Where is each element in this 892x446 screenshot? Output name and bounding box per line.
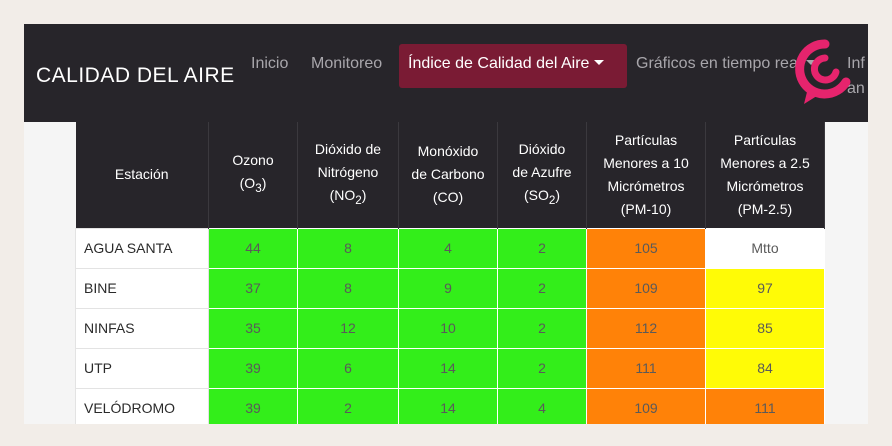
pollutant-value-cell: 12 xyxy=(297,307,399,349)
nav-partial-bottom: an xyxy=(847,80,865,97)
navbar: CALIDAD DEL AIRE Inicio Monitoreo Índice… xyxy=(24,24,868,122)
pollutant-value-cell: 85 xyxy=(705,307,825,349)
pollutant-value-cell: 111 xyxy=(705,387,825,424)
station-name-cell: AGUA SANTA xyxy=(75,227,209,269)
table-header-row: Estación Ozono (O3) Dióxido de Nitrógeno… xyxy=(75,122,825,228)
pollutant-value-cell: 8 xyxy=(297,267,399,309)
air-quality-table: Estación Ozono (O3) Dióxido de Nitrógeno… xyxy=(75,122,825,424)
header-no2: Dióxido de Nitrógeno (NO2) xyxy=(297,122,399,228)
pollutant-value-cell: 2 xyxy=(297,387,399,424)
brand-logo-icon xyxy=(795,39,851,104)
nav-inicio[interactable]: Inicio xyxy=(251,55,289,72)
nav-indice-calidad-aire[interactable]: Índice de Calidad del Aire xyxy=(399,44,627,88)
pollutant-value-cell: 44 xyxy=(208,227,298,269)
pollutant-value-cell: 4 xyxy=(497,387,587,424)
station-name-cell: BINE xyxy=(75,267,209,309)
pollutant-value-cell: 6 xyxy=(297,347,399,389)
pollutant-value-cell: 35 xyxy=(208,307,298,349)
pollutant-value-cell: 39 xyxy=(208,347,298,389)
pollutant-value-cell: 14 xyxy=(398,387,498,424)
nav-partial-top[interactable]: Inf xyxy=(847,55,865,72)
pollutant-value-cell: 105 xyxy=(586,227,706,269)
pollutant-value-cell: 2 xyxy=(497,227,587,269)
nav-monitoreo[interactable]: Monitoreo xyxy=(311,55,383,72)
pollutant-value-cell: 111 xyxy=(586,347,706,389)
pollutant-value-cell: 37 xyxy=(208,267,298,309)
header-ozono: Ozono (O3) xyxy=(208,122,298,228)
pollutant-value-cell: 8 xyxy=(297,227,399,269)
station-name-cell: NINFAS xyxy=(75,307,209,349)
chevron-down-icon xyxy=(594,60,605,65)
table-row: NINFAS 35 12 10 2 112 85 xyxy=(75,307,825,349)
site-brand[interactable]: CALIDAD DEL AIRE xyxy=(36,64,235,87)
header-estacion: Estación xyxy=(75,122,209,228)
header-pm25: Partículas Menores a 2.5 Micrómetros (PM… xyxy=(705,122,825,228)
header-co: Monóxido de Carbono (CO) xyxy=(398,122,498,228)
table-row: VELÓDROMO 39 2 14 4 109 111 xyxy=(75,387,825,424)
table-row: UTP 39 6 14 2 111 84 xyxy=(75,347,825,389)
pollutant-value-cell: 14 xyxy=(398,347,498,389)
station-name-cell: UTP xyxy=(75,347,209,389)
pollutant-value-cell: 84 xyxy=(705,347,825,389)
header-so2: Dióxido de Azufre (SO2) xyxy=(497,122,587,228)
pollutant-value-cell: 109 xyxy=(586,267,706,309)
station-name-cell: VELÓDROMO xyxy=(75,387,209,424)
pollutant-value-cell: 109 xyxy=(586,387,706,424)
header-pm10: Partículas Menores a 10 Micrómetros (PM-… xyxy=(586,122,706,228)
pollutant-value-cell: 9 xyxy=(398,267,498,309)
nav-indice-label: Índice de Calidad del Aire xyxy=(408,55,590,72)
pollutant-value-cell: 112 xyxy=(586,307,706,349)
pollutant-value-cell: 2 xyxy=(497,307,587,349)
pollutant-value-cell: 2 xyxy=(497,267,587,309)
pollutant-value-cell: 97 xyxy=(705,267,825,309)
table-row: BINE 37 8 9 2 109 97 xyxy=(75,267,825,309)
table-body: AGUA SANTA 44 8 4 2 105 Mtto BINE 37 8 9 2 109 97 NINF… xyxy=(75,227,825,424)
nav-graficos[interactable]: Gráficos en tiempo real xyxy=(636,55,817,73)
pollutant-value-cell: 39 xyxy=(208,387,298,424)
chevron-down-icon xyxy=(806,60,817,65)
pollutant-value-cell: 2 xyxy=(497,347,587,389)
screenshot-frame: CALIDAD DEL AIRE Inicio Monitoreo Índice… xyxy=(24,24,868,424)
pollutant-value-cell: Mtto xyxy=(705,227,825,269)
table-row: AGUA SANTA 44 8 4 2 105 Mtto xyxy=(75,227,825,269)
nav-graficos-label: Gráficos en tiempo real xyxy=(636,55,802,72)
pollutant-value-cell: 4 xyxy=(398,227,498,269)
pollutant-value-cell: 10 xyxy=(398,307,498,349)
